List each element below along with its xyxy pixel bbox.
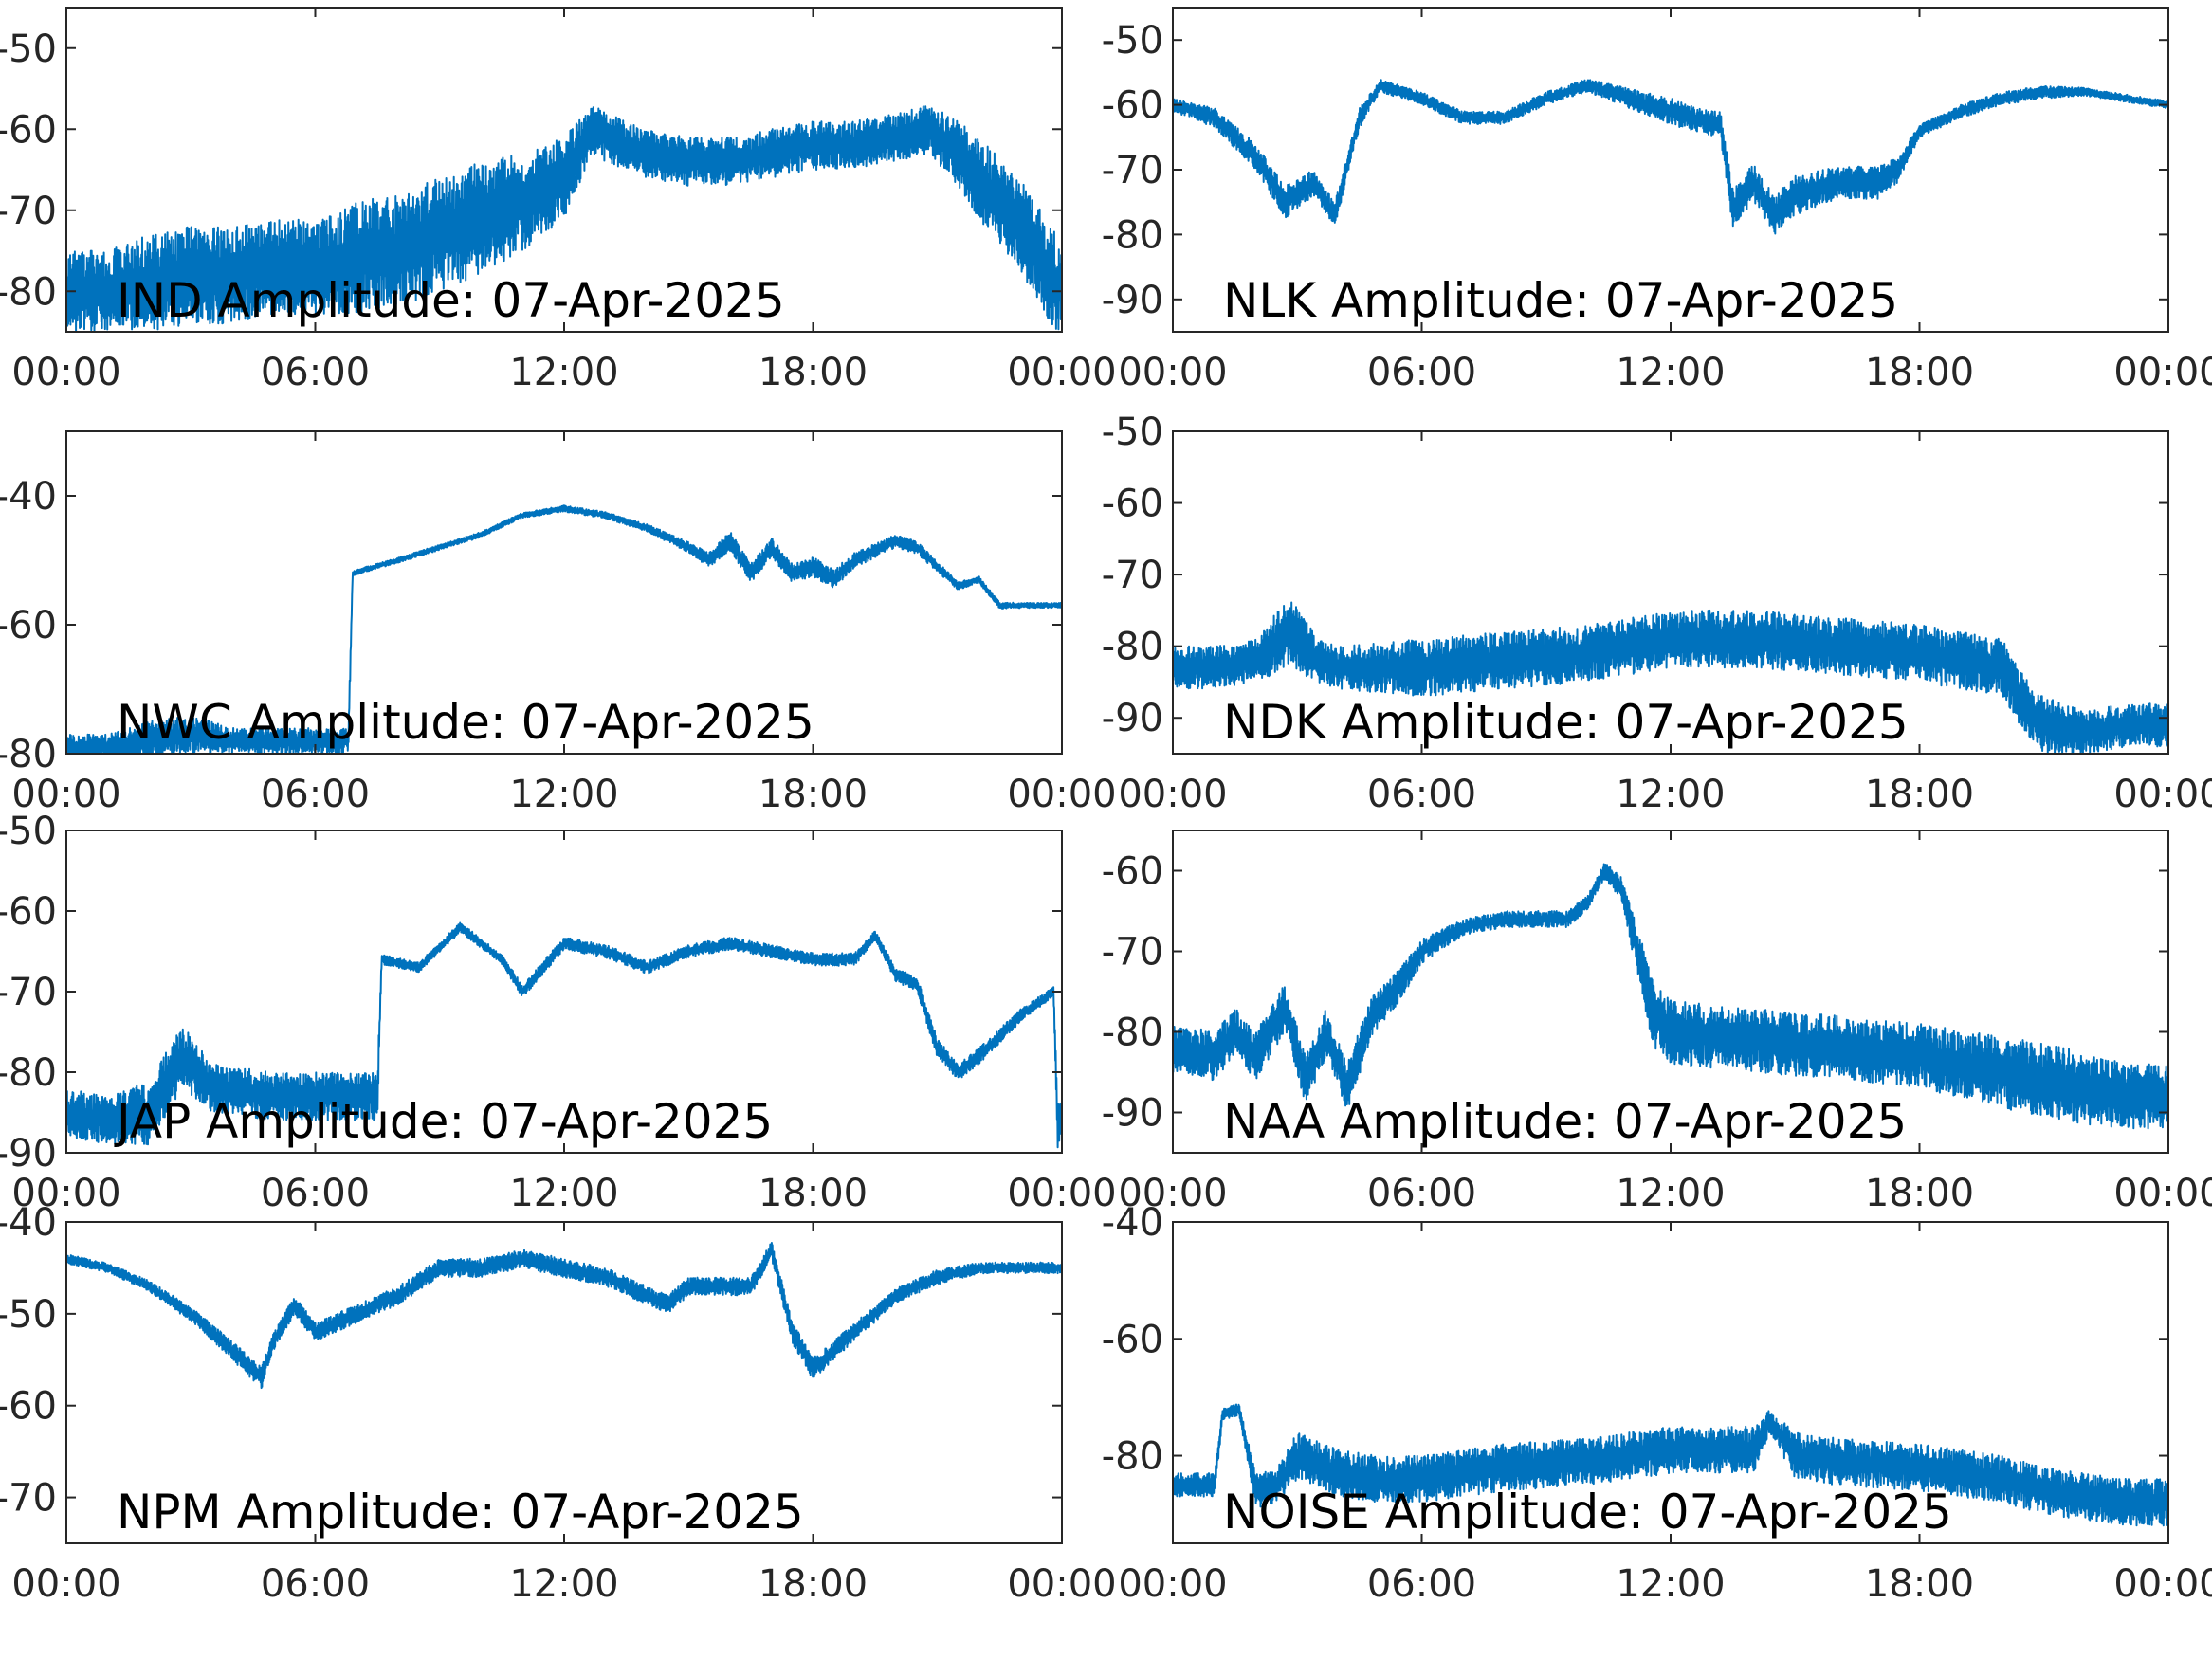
x-tick-label-npm-4: 00:00 <box>1007 1562 1116 1606</box>
y-tick-label-noise-0: -40 <box>1102 1201 1163 1245</box>
y-tick-label-jap-2: -70 <box>0 971 57 1014</box>
x-tick-label-jap-1: 06:00 <box>261 1172 370 1215</box>
y-tick-label-ind-1: -60 <box>0 108 57 152</box>
y-tick-label-nwc-1: -60 <box>0 604 57 647</box>
x-tick-label-ndk-3: 18:00 <box>1865 773 1974 816</box>
y-tick-label-naa-2: -80 <box>1102 1012 1163 1055</box>
panel-nlk: 00:00 06:00 12:00 18:00 00:00 -50 -60 -70 -80 -90… <box>1102 7 2212 394</box>
x-tick-label-jap-3: 18:00 <box>759 1172 868 1215</box>
series-line-ndk <box>1173 601 2168 754</box>
x-tick-label-npm-0: 00:00 <box>11 1562 120 1606</box>
x-tick-label-ndk-1: 06:00 <box>1367 773 1476 816</box>
x-tick-label-ind-0: 00:00 <box>11 351 120 394</box>
panel-title-naa: NAA Amplitude: 07-Apr-2025 <box>1223 1094 1907 1149</box>
x-tick-label-noise-2: 12:00 <box>1616 1562 1725 1606</box>
x-tick-label-jap-0: 00:00 <box>11 1172 120 1215</box>
x-tick-label-noise-3: 18:00 <box>1865 1562 1974 1606</box>
panel-noise: 00:00 06:00 12:00 18:00 00:00 -40 -60 -80 NOISE … <box>1102 1201 2212 1606</box>
series-line-jap <box>66 921 1062 1149</box>
y-tick-label-ndk-2: -70 <box>1102 554 1163 597</box>
y-tick-label-nlk-1: -60 <box>1102 84 1163 128</box>
y-tick-label-npm-3: -70 <box>0 1477 57 1521</box>
x-tick-label-naa-3: 18:00 <box>1865 1172 1974 1215</box>
panel-ind: 00:00 06:00 12:00 18:00 00:00 -50 -60 -70 -80 IND… <box>0 7 1117 394</box>
y-tick-label-jap-0: -50 <box>0 810 57 853</box>
x-tick-label-nlk-1: 06:00 <box>1367 351 1476 394</box>
panel-title-nwc: NWC Amplitude: 07-Apr-2025 <box>117 695 814 750</box>
y-tick-label-nwc-0: -40 <box>0 475 57 519</box>
x-tick-label-npm-2: 12:00 <box>509 1562 618 1606</box>
y-tick-label-npm-2: -60 <box>0 1385 57 1429</box>
y-tick-label-ind-2: -70 <box>0 190 57 233</box>
series-line-nwc <box>66 504 1062 754</box>
series-line-naa <box>1173 863 2168 1130</box>
x-tick-label-ind-1: 06:00 <box>261 351 370 394</box>
y-tick-label-nwc-2: -80 <box>0 733 57 776</box>
x-tick-label-ndk-4: 00:00 <box>2113 773 2212 816</box>
x-tick-label-ndk-0: 00:00 <box>1118 773 1227 816</box>
panel-ndk: 00:00 06:00 12:00 18:00 00:00 -50 -60 -70 -80 -90… <box>1102 410 2212 816</box>
y-tick-label-noise-2: -80 <box>1102 1435 1163 1479</box>
y-tick-label-nlk-0: -50 <box>1102 19 1163 63</box>
panel-title-npm: NPM Amplitude: 07-Apr-2025 <box>117 1485 804 1540</box>
panel-title-noise: NOISE Amplitude: 07-Apr-2025 <box>1223 1485 1952 1540</box>
y-tick-label-ind-3: -80 <box>0 270 57 314</box>
x-tick-label-ndk-2: 12:00 <box>1616 773 1725 816</box>
x-tick-label-nwc-0: 00:00 <box>11 773 120 816</box>
panel-naa: 00:00 06:00 12:00 18:00 00:00 -60 -70 -80 -90 NAA… <box>1102 830 2212 1215</box>
x-tick-label-ind-2: 12:00 <box>509 351 618 394</box>
y-tick-label-ndk-1: -60 <box>1102 483 1163 526</box>
y-tick-label-ind-0: -50 <box>0 27 57 71</box>
y-tick-label-naa-3: -90 <box>1102 1092 1163 1136</box>
series-line-nlk <box>1173 79 2168 235</box>
x-tick-label-nwc-4: 00:00 <box>1007 773 1116 816</box>
panel-npm: 00:00 06:00 12:00 18:00 00:00 -40 -50 -60 -70 NPM… <box>0 1201 1117 1606</box>
y-tick-label-ndk-4: -90 <box>1102 697 1163 740</box>
x-tick-label-noise-1: 06:00 <box>1367 1562 1476 1606</box>
x-tick-label-jap-2: 12:00 <box>509 1172 618 1215</box>
x-tick-label-naa-2: 12:00 <box>1616 1172 1725 1215</box>
y-tick-label-ndk-0: -50 <box>1102 410 1163 454</box>
panel-nwc: 00:00 06:00 12:00 18:00 00:00 -40 -60 -80 NWC Am… <box>0 430 1117 816</box>
series-line-noise <box>1173 1403 2168 1527</box>
y-tick-label-npm-1: -50 <box>0 1293 57 1337</box>
x-tick-label-npm-3: 18:00 <box>759 1562 868 1606</box>
y-tick-label-jap-4: -90 <box>0 1132 57 1176</box>
y-tick-label-naa-0: -60 <box>1102 850 1163 894</box>
x-tick-label-nlk-2: 12:00 <box>1616 351 1725 394</box>
series-line-npm <box>66 1242 1062 1390</box>
panel-jap: 00:00 06:00 12:00 18:00 00:00 -50 -60 -70 -80 -90… <box>0 810 1117 1215</box>
y-tick-label-nlk-2: -70 <box>1102 149 1163 192</box>
y-tick-label-nlk-4: -90 <box>1102 279 1163 322</box>
y-tick-label-ndk-3: -80 <box>1102 626 1163 669</box>
panel-title-nlk: NLK Amplitude: 07-Apr-2025 <box>1223 273 1898 328</box>
y-tick-label-npm-0: -40 <box>0 1201 57 1245</box>
panel-title-ndk: NDK Amplitude: 07-Apr-2025 <box>1223 695 1909 750</box>
y-tick-label-nlk-3: -80 <box>1102 213 1163 257</box>
panel-title-jap: JAP Amplitude: 07-Apr-2025 <box>114 1094 773 1149</box>
x-tick-label-nlk-0: 00:00 <box>1118 351 1227 394</box>
y-tick-label-noise-1: -60 <box>1102 1318 1163 1361</box>
x-tick-label-naa-1: 06:00 <box>1367 1172 1476 1215</box>
x-tick-label-naa-0: 00:00 <box>1118 1172 1227 1215</box>
x-tick-label-naa-4: 00:00 <box>2113 1172 2212 1215</box>
x-tick-label-nwc-1: 06:00 <box>261 773 370 816</box>
x-tick-label-jap-4: 00:00 <box>1007 1172 1116 1215</box>
x-tick-label-ind-3: 18:00 <box>759 351 868 394</box>
series-line-ind <box>66 105 1062 332</box>
x-tick-label-nlk-4: 00:00 <box>2113 351 2212 394</box>
x-tick-label-noise-4: 00:00 <box>2113 1562 2212 1606</box>
x-tick-label-nwc-2: 12:00 <box>509 773 618 816</box>
x-tick-label-noise-0: 00:00 <box>1118 1562 1227 1606</box>
x-tick-label-nwc-3: 18:00 <box>759 773 868 816</box>
panels: 00:00 06:00 12:00 18:00 00:00-50-60-70-80 IND… <box>0 7 2212 1606</box>
x-tick-label-nlk-3: 18:00 <box>1865 351 1974 394</box>
x-tick-label-ind-4: 00:00 <box>1007 351 1116 394</box>
x-tick-label-npm-1: 06:00 <box>261 1562 370 1606</box>
y-tick-label-jap-1: -60 <box>0 890 57 934</box>
y-tick-label-jap-3: -80 <box>0 1051 57 1095</box>
panel-title-ind: IND Amplitude: 07-Apr-2025 <box>117 273 785 328</box>
y-tick-label-naa-1: -70 <box>1102 931 1163 975</box>
